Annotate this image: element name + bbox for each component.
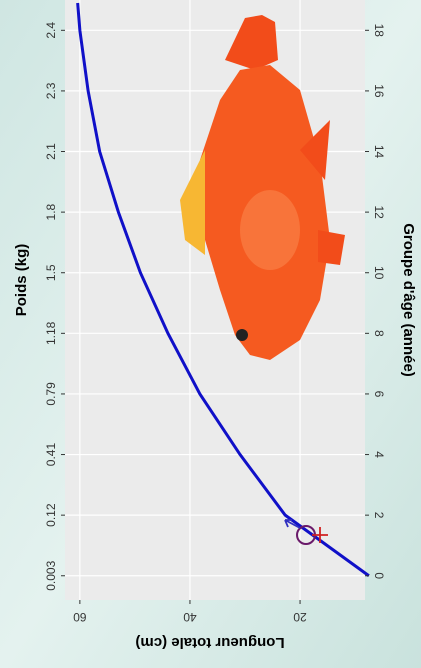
- x-tick-label: 16: [372, 84, 386, 98]
- x-tick-label: 8: [372, 330, 386, 337]
- x-tick-label: 10: [372, 266, 386, 280]
- y-tick-label: 60: [73, 610, 87, 624]
- y-tick-label: 40: [183, 610, 197, 624]
- x2-tick-label: 1.18: [44, 321, 58, 345]
- x-tick-label: 4: [372, 451, 386, 458]
- x2-tick-label: 2.4: [44, 22, 58, 39]
- x-tick-label: 14: [372, 145, 386, 159]
- x2-tick-label: 1.8: [44, 203, 58, 220]
- x2-tick-label: 1.5: [44, 264, 58, 281]
- x2-axis-title: Poids (kg): [13, 244, 30, 317]
- x-axis-title: Groupe d'âge (année): [400, 223, 417, 377]
- x2-tick-label: 2.3: [44, 82, 58, 99]
- x2-tick-label: 0.41: [44, 443, 58, 467]
- x2-tick-label: 0.003: [44, 560, 58, 590]
- x-tick-label: 0: [372, 572, 386, 579]
- x-tick-label: 2: [372, 512, 386, 519]
- growth-curve: [76, 2, 370, 577]
- x-tick-label: 12: [372, 205, 386, 219]
- y-axis-title: Longueur totale (cm): [135, 634, 284, 651]
- x2-tick-label: 0.79: [44, 382, 58, 406]
- x2-tick-label: 0.12: [44, 503, 58, 527]
- sex-symbols: [284, 519, 328, 545]
- plot: [76, 2, 370, 577]
- y-tick-label: 20: [293, 610, 307, 624]
- x-tick-label: 18: [372, 24, 386, 38]
- x-tick-label: 6: [372, 391, 386, 398]
- x2-tick-label: 2.1: [44, 143, 58, 160]
- fish: [180, 15, 345, 360]
